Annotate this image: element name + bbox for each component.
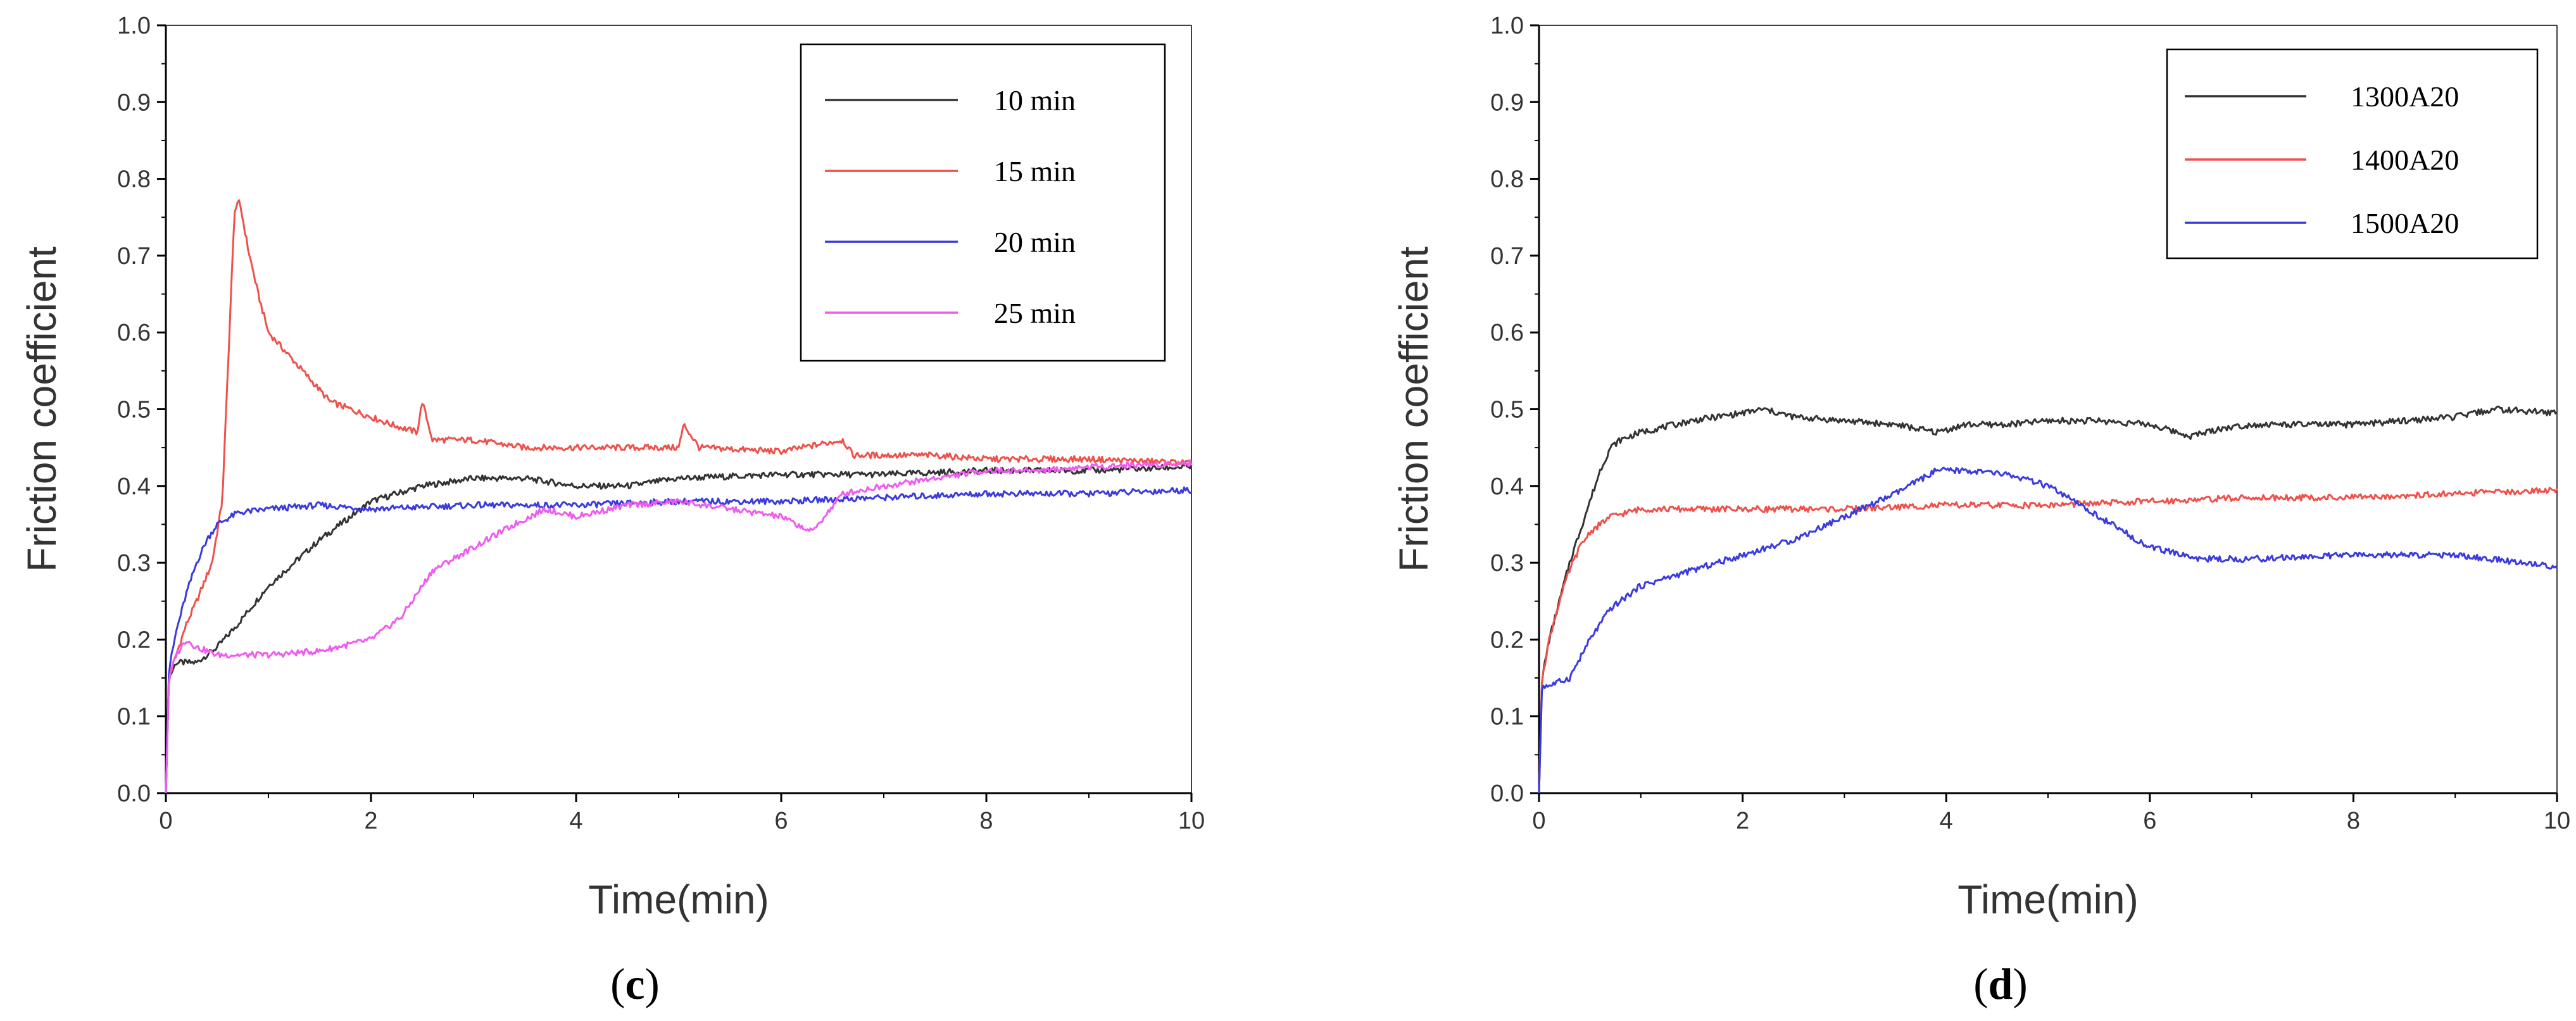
y-tick-label: 0.4 bbox=[117, 473, 151, 500]
y-tick-label: 0.3 bbox=[1490, 550, 1524, 577]
y-tick-label: 0.2 bbox=[117, 627, 151, 653]
series-line-20-min bbox=[165, 486, 1192, 794]
series-line-1300A20 bbox=[1538, 405, 2558, 794]
x-axis-title: Time(min) bbox=[588, 877, 769, 922]
y-tick-label: 0.1 bbox=[117, 704, 151, 730]
x-tick-label: 10 bbox=[2544, 808, 2570, 834]
y-tick-label: 0.1 bbox=[1490, 704, 1524, 730]
legend-label: 1300A20 bbox=[2351, 80, 2459, 113]
panel-caption-c: (c) bbox=[610, 960, 660, 1009]
x-tick-label: 0 bbox=[1532, 808, 1545, 834]
x-tick-label: 6 bbox=[774, 808, 788, 834]
y-tick-label: 1.0 bbox=[1490, 13, 1524, 39]
legend-label: 25 min bbox=[994, 297, 1076, 329]
x-axis-title: Time(min) bbox=[1957, 877, 2139, 922]
y-axis-title: Friction coefficient bbox=[19, 246, 65, 572]
x-tick-label: 4 bbox=[569, 808, 582, 834]
y-tick-label: 0.0 bbox=[1490, 780, 1524, 807]
y-tick-label: 0.3 bbox=[117, 550, 151, 577]
y-tick-label: 0.4 bbox=[1490, 473, 1524, 500]
y-tick-label: 0.5 bbox=[117, 397, 151, 423]
series-line-10-min bbox=[165, 463, 1193, 794]
y-tick-label: 0.9 bbox=[1490, 89, 1524, 116]
chart-panel-d: 0.0 0.1 0.2 0.3 0.4 0.5 0.6 0.7 0.8 0.9 1.0 0 2 4 6 8 10… bbox=[1391, 13, 2570, 922]
legend-label: 1400A20 bbox=[2351, 144, 2459, 176]
legend-label: 20 min bbox=[994, 226, 1076, 258]
y-tick-label: 0.8 bbox=[117, 166, 151, 193]
y-tick-label: 0.5 bbox=[1490, 397, 1524, 423]
series-line-1500A20 bbox=[1538, 467, 2558, 794]
x-tick-label: 6 bbox=[2143, 808, 2156, 834]
series-line-25-min bbox=[165, 459, 1193, 794]
x-tick-label: 0 bbox=[159, 808, 172, 834]
panel-caption-d: (d) bbox=[1973, 960, 2028, 1009]
y-tick-label: 0.7 bbox=[1490, 243, 1524, 270]
y-tick-label: 0.6 bbox=[117, 320, 151, 346]
legend-label: 1500A20 bbox=[2351, 207, 2459, 239]
chart-panel-c: 0.0 0.1 0.2 0.3 0.4 0.5 0.6 0.7 0.8 0.9 1.0 0 2 4 6 8 10… bbox=[19, 13, 1205, 922]
x-tick-label: 2 bbox=[364, 808, 377, 834]
y-axis-title: Friction coefficient bbox=[1391, 246, 1436, 572]
y-tick-label: 0.2 bbox=[1490, 627, 1524, 653]
legend-box bbox=[800, 43, 1166, 362]
series-line-15-min bbox=[165, 199, 1192, 794]
x-tick-label: 10 bbox=[1178, 808, 1205, 834]
x-tick-label: 4 bbox=[1940, 808, 1953, 834]
x-tick-label: 2 bbox=[1736, 808, 1749, 834]
y-tick-label: 0.6 bbox=[1490, 320, 1524, 346]
y-tick-label: 0.8 bbox=[1490, 166, 1524, 193]
x-tick-label: 8 bbox=[2347, 808, 2360, 834]
y-tick-label: 0.9 bbox=[117, 89, 151, 116]
x-tick-label: 8 bbox=[979, 808, 993, 834]
series-line-1400A20 bbox=[1538, 486, 2558, 794]
y-tick-label: 0.0 bbox=[117, 780, 151, 807]
y-tick-label: 0.7 bbox=[117, 243, 151, 270]
legend-label: 15 min bbox=[994, 155, 1076, 187]
legend-label: 10 min bbox=[994, 84, 1076, 116]
y-tick-label: 1.0 bbox=[117, 13, 151, 39]
